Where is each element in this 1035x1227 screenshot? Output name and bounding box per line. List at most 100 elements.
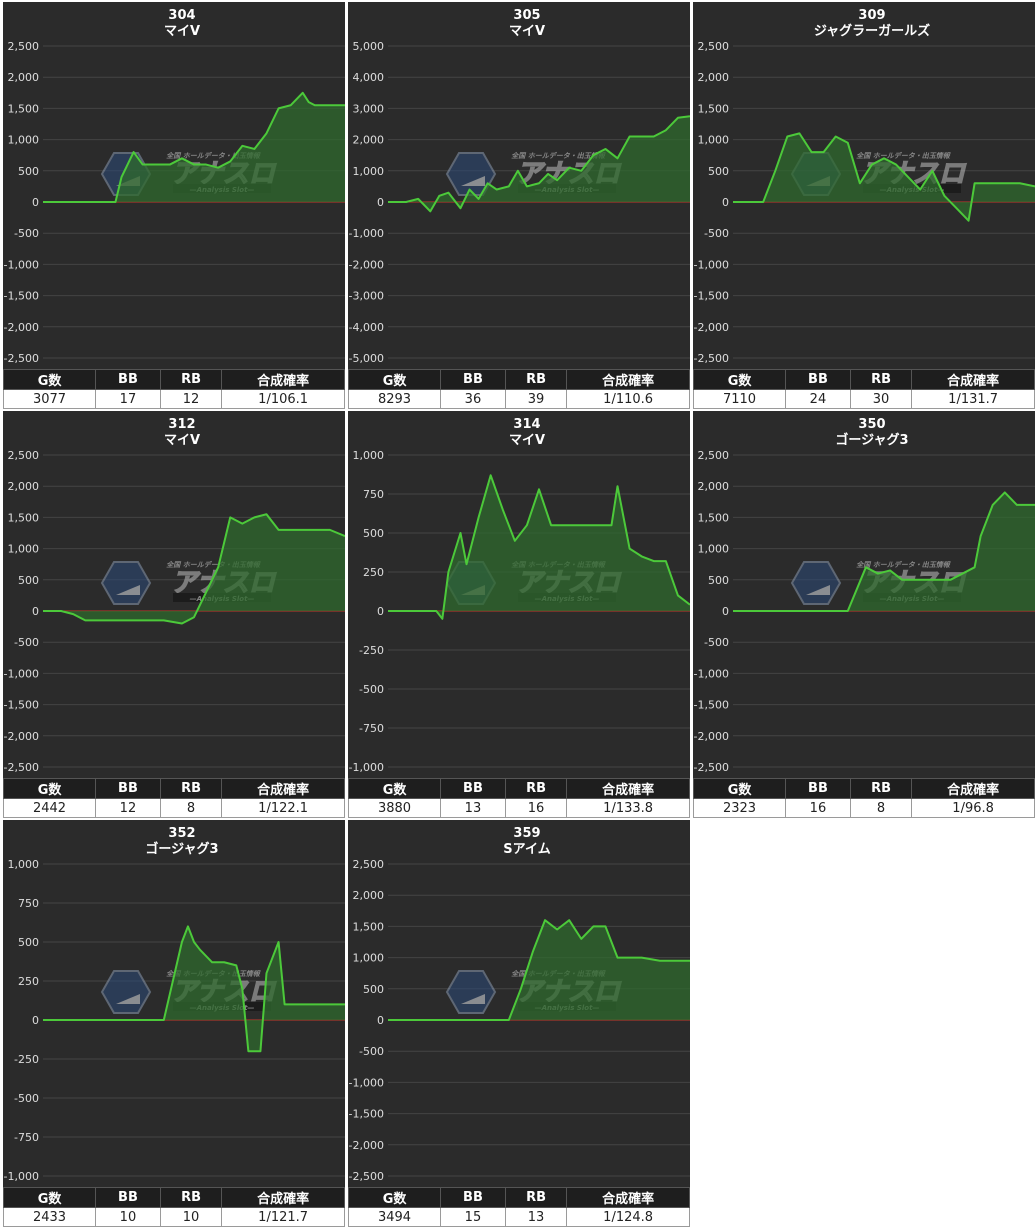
y-tick-label: -1,000 <box>694 667 729 680</box>
stats-header-rb: RB <box>849 778 913 799</box>
y-tick-label: -500 <box>359 1045 384 1058</box>
stats-value-rate: 1/124.8 <box>566 1207 690 1227</box>
y-tick-label: 500 <box>708 165 729 178</box>
stats-value-bb: 24 <box>785 389 851 409</box>
stats-table: G数 BB RB 合成確率 8293 36 39 1/110.6 <box>347 369 690 409</box>
y-tick-label: 500 <box>708 574 729 587</box>
slump-area <box>43 92 345 202</box>
graph-panel-314: 314マイV1,0007505002500-250-500-750-1,000全… <box>347 411 690 818</box>
machine-number: 352 <box>168 826 195 841</box>
y-tick-label: 1,000 <box>353 952 385 965</box>
stats-header-rate: 合成確率 <box>221 369 345 390</box>
stats-header-g: G数 <box>347 369 442 390</box>
graph-panel-309: 309 ジャグラーガールズ 2,500 2,000 1,500 1,000 500 0 -500… <box>692 2 1035 409</box>
slump-line <box>43 513 345 625</box>
slump-area <box>43 926 345 1052</box>
y-tick-label: -2,000 <box>349 258 384 271</box>
machine-name: マイV <box>509 24 545 39</box>
stats-header-rb: RB <box>159 1187 223 1208</box>
y-tick-label: 2,500 <box>698 449 730 462</box>
slump-line <box>43 925 345 1053</box>
y-tick-label: 1,000 <box>8 543 40 556</box>
graph-panel-350: 350 ゴージャグ3 2,500 2,000 1,500 1,000 500 0 -500 -1,… <box>692 411 1035 818</box>
stats-header-rb: RB <box>159 778 223 799</box>
stats-value-bb: 13 <box>440 798 506 818</box>
stats-header-rate: 合成確率 <box>566 778 690 799</box>
y-tick-label: 0 <box>377 605 384 618</box>
machine-number: 350 <box>858 417 885 432</box>
stats-value-g: 2433 <box>2 1207 97 1227</box>
y-tick-label: -2,000 <box>694 730 729 743</box>
stats-header-rb: RB <box>504 1187 568 1208</box>
stats-value-rate: 1/131.7 <box>911 389 1035 409</box>
stats-value-g: 7110 <box>692 389 787 409</box>
machine-number: 312 <box>168 417 195 432</box>
stats-header-rate: 合成確率 <box>566 1187 690 1208</box>
y-tick-label: -1,000 <box>694 258 729 271</box>
y-tick-label: 0 <box>32 196 39 209</box>
stats-value-rate: 1/110.6 <box>566 389 690 409</box>
slump-area <box>388 475 690 619</box>
y-tick-label: -2,000 <box>349 1139 384 1152</box>
stats-value-g: 2442 <box>2 798 97 818</box>
graph-panel-305: 305 マイV 5,000 4,000 3,000 2,000 1,000 0 -1,000 -2… <box>347 2 690 409</box>
graph-panel-304: 304 マイV 2,500 2,000 1,500 1,000 500 0 -500 -1,000… <box>2 2 345 409</box>
stats-value-rb: 16 <box>504 798 568 818</box>
y-tick-label: -3,000 <box>349 290 384 303</box>
stats-value-rb: 13 <box>504 1207 568 1227</box>
stats-table: G数 BB RB 合成確率 7110 24 30 1/131.7 <box>692 369 1035 409</box>
stats-header-g: G数 <box>2 1187 97 1208</box>
stats-value-bb: 15 <box>440 1207 506 1227</box>
y-tick-label: -2,500 <box>349 1170 384 1183</box>
y-tick-label: -1,500 <box>694 699 729 712</box>
y-tick-label: 2,500 <box>8 449 40 462</box>
y-tick-label: -2,500 <box>4 352 39 365</box>
y-tick-label: -1,000 <box>4 667 39 680</box>
y-tick-label: -2,500 <box>4 761 39 774</box>
y-tick-label: -2,500 <box>694 352 729 365</box>
y-tick-label: -1,500 <box>4 699 39 712</box>
y-tick-label: 1,000 <box>353 165 385 178</box>
y-tick-label: -500 <box>704 636 729 649</box>
y-tick-label: 1,000 <box>8 858 40 871</box>
y-tick-label: 250 <box>18 975 39 988</box>
y-tick-label: -2,000 <box>4 321 39 334</box>
chart-area: 350 ゴージャグ3 2,500 2,000 1,500 1,000 500 0 -500 -1,… <box>693 411 1035 778</box>
machine-number: 304 <box>168 8 195 23</box>
y-tick-label: 750 <box>363 488 384 501</box>
stats-table: G数 BB RB 合成確率 2442 12 8 1/122.1 <box>2 778 345 818</box>
stats-value-bb: 36 <box>440 389 506 409</box>
slump-line <box>388 919 690 1021</box>
stats-value-rate: 1/121.7 <box>221 1207 345 1227</box>
y-tick-label: 2,500 <box>698 40 730 53</box>
stats-header-rb: RB <box>159 369 223 390</box>
stats-header-bb: BB <box>440 369 506 390</box>
machine-name: Sアイム <box>503 842 550 857</box>
stats-table: G数 BB RB 合成確率 2433 10 10 1/121.7 <box>2 1187 345 1227</box>
chart-area: 312 マイV 2,500 2,000 1,500 1,000 500 0 -500 -1,000… <box>3 411 345 778</box>
stats-header-bb: BB <box>95 778 161 799</box>
chart-area: 314マイV1,0007505002500-250-500-750-1,000全… <box>348 411 690 778</box>
chart-area: 305 マイV 5,000 4,000 3,000 2,000 1,000 0 -1,000 -2… <box>348 2 690 369</box>
stats-table: G数 BB RB 合成確率 3494 15 13 1/124.8 <box>347 1187 690 1227</box>
stats-value-g: 8293 <box>347 389 442 409</box>
stats-value-bb: 10 <box>95 1207 161 1227</box>
y-tick-label: -500 <box>704 227 729 240</box>
stats-header-g: G数 <box>692 778 787 799</box>
watermark-tagline: 全国 ホールデータ・出玉情報 <box>166 151 260 160</box>
slump-area <box>43 514 345 624</box>
y-tick-label: -500 <box>14 1092 39 1105</box>
watermark-tagline: 全国 ホールデータ・出玉情報 <box>856 151 950 160</box>
machine-name: マイV <box>509 433 545 448</box>
y-tick-label: 4,000 <box>353 71 385 84</box>
stats-table: G数 BB RB 合成確率 3077 17 12 1/106.1 <box>2 369 345 409</box>
y-tick-label: 2,500 <box>8 40 40 53</box>
y-tick-label: 0 <box>377 196 384 209</box>
y-tick-label: 2,000 <box>353 889 385 902</box>
stats-header-bb: BB <box>440 778 506 799</box>
stats-value-rb: 39 <box>504 389 568 409</box>
stats-header-rb: RB <box>504 369 568 390</box>
